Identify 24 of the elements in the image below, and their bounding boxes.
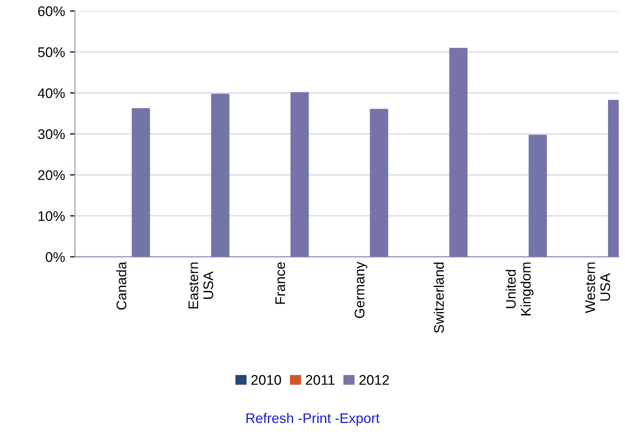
y-tick-label: 50%	[38, 47, 65, 58]
legend-label: 2012	[359, 375, 389, 385]
legend-label: 2010	[251, 375, 282, 385]
y-tick-label: 30%	[38, 129, 65, 140]
bar	[528, 134, 547, 257]
y-tick-label: 40%	[38, 88, 65, 98]
text: Refresh -Print -Export	[246, 412, 380, 426]
x-tick-label: France	[275, 262, 286, 304]
bar	[449, 48, 468, 257]
bar	[370, 108, 388, 257]
x-tick-label: Canada	[116, 262, 126, 310]
bar	[290, 92, 309, 257]
x-tick-label: Western USA	[585, 262, 610, 314]
x-tick-label: Eastern USA	[188, 262, 214, 308]
legend-label: 2011	[306, 375, 334, 385]
y-tick-label: 20%	[38, 170, 65, 180]
x-tick-label: United Kingdom	[506, 262, 534, 316]
y-tick-label: 60%	[38, 6, 65, 16]
bar	[211, 94, 230, 257]
x-tick-label: Switzerland	[434, 262, 444, 333]
y-tick-label: 10%	[38, 211, 65, 222]
y-tick-label: 0%	[46, 252, 65, 262]
bar	[132, 108, 150, 257]
x-tick-label: Germany	[354, 262, 368, 318]
